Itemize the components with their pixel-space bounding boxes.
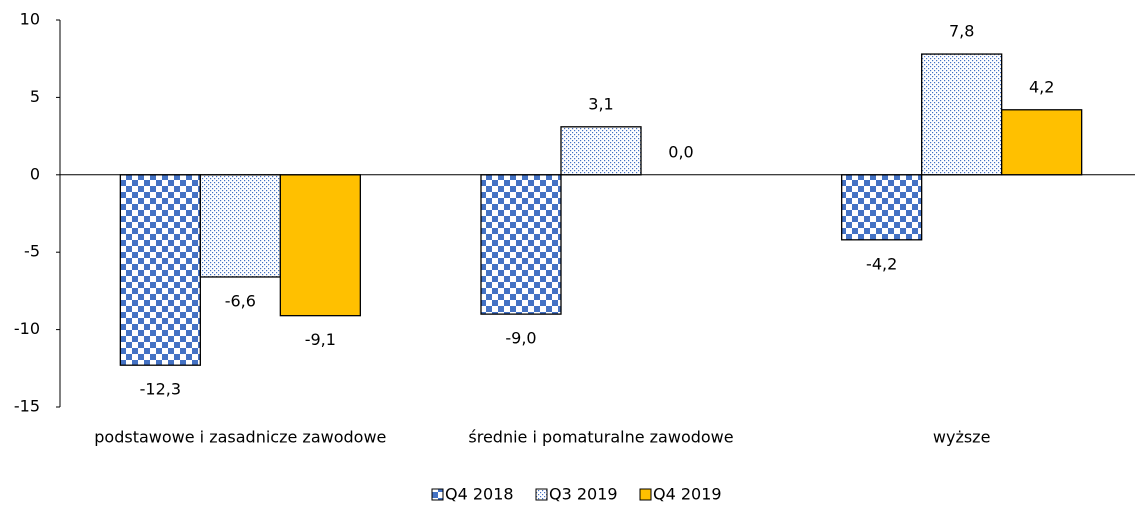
legend-label: Q3 2019 [549,485,618,504]
x-tick-label: średnie i pomaturalne zawodowe [468,428,733,447]
legend-swatch [431,488,444,501]
y-tick-label: 0 [30,164,40,183]
bar [279,174,361,317]
x-tick-label: wyższe [933,428,991,447]
bar [480,174,562,315]
legend-label: Q4 2019 [653,485,722,504]
legend-label: Q4 2018 [445,485,514,504]
legend-swatch [639,488,652,501]
data-label: -9,1 [305,330,336,349]
y-tick-label: 10 [20,10,40,29]
y-tick-label: -5 [24,242,40,261]
data-label: 0,0 [668,142,693,161]
bar [199,174,281,278]
data-label: -6,6 [225,291,256,310]
data-label: -12,3 [140,380,181,399]
data-label: 7,8 [949,22,974,41]
y-tick-label: 5 [30,87,40,106]
bar [119,174,201,366]
bar [841,174,923,241]
data-label: -4,2 [866,254,897,273]
y-tick-label: -10 [14,319,40,338]
data-label: 3,1 [588,94,613,113]
data-label: 4,2 [1029,77,1054,96]
bar [1001,109,1083,176]
legend-swatch [535,488,548,501]
y-tick-label: -15 [14,397,40,416]
data-label: -9,0 [505,329,536,348]
x-tick-label: podstawowe i zasadnicze zawodowe [94,428,386,447]
bar [560,126,642,176]
bar [921,53,1003,176]
